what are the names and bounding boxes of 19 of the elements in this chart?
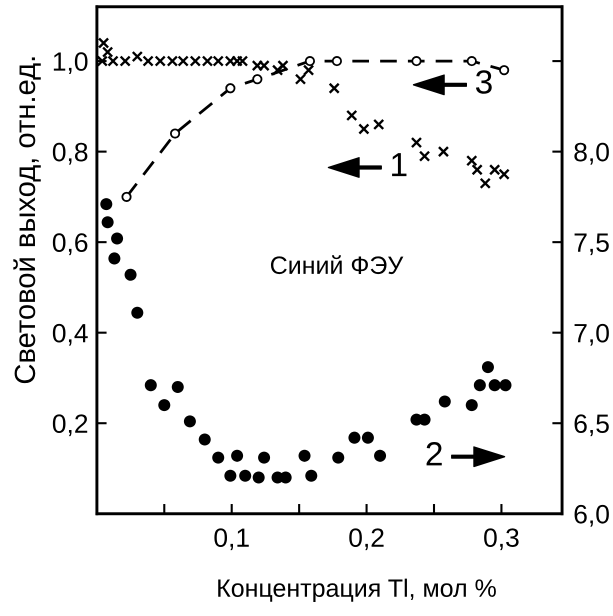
x-tick-label: 0,2 xyxy=(349,528,384,550)
annotation: Синий ФЭУ xyxy=(270,255,404,274)
y-tick-label: 0,2 xyxy=(52,414,88,436)
y-tick-label: 1,0 xyxy=(54,52,88,74)
x-tick-label: 0,3 xyxy=(484,528,519,550)
y2-tick-label: 8,0 xyxy=(574,142,609,165)
annotation: 1 xyxy=(392,153,406,176)
x-axis-title: Концентрация Tl, мол % xyxy=(218,578,496,602)
annotation: 2 xyxy=(426,442,442,466)
y-tick-label: 0,6 xyxy=(52,233,88,256)
y2-tick-label: 7,0 xyxy=(574,324,609,346)
annotation: 3 xyxy=(476,70,492,94)
y-tick-label: 0,4 xyxy=(52,324,88,346)
y2-tick-label: 6,0 xyxy=(574,504,609,527)
y2-tick-label: 6,5 xyxy=(574,414,609,436)
y-axis-title: Световой выход, отн.ед. xyxy=(13,57,41,384)
y-tick-label: 0,8 xyxy=(52,142,88,165)
x-tick-label: 0,1 xyxy=(214,528,249,550)
y2-tick-label: 7,5 xyxy=(574,234,609,256)
